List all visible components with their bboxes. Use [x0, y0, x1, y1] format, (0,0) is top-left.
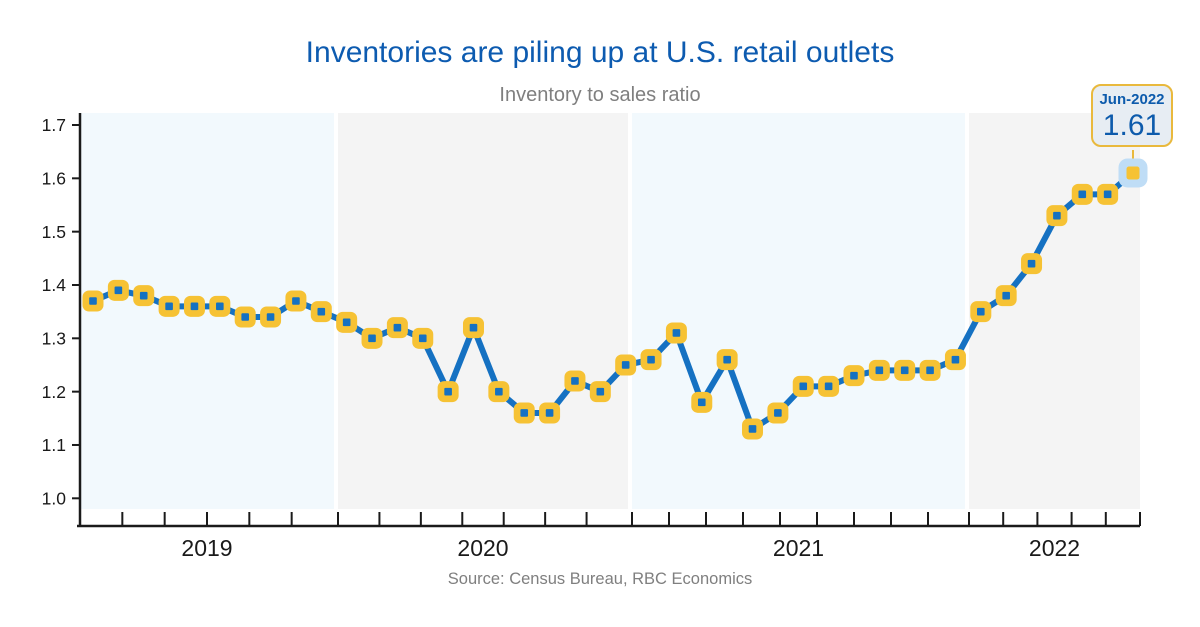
data-point-marker-center [672, 329, 681, 337]
data-point-marker-center [393, 323, 402, 332]
data-point-marker-center [900, 366, 909, 375]
source-note: Source: Census Bureau, RBC Economics [447, 570, 753, 588]
y-axis-tick-label: 1.3 [42, 328, 66, 348]
x-axis-year-label: 2022 [1029, 535, 1080, 561]
data-point-marker-center [875, 366, 884, 375]
year-band [632, 113, 965, 509]
data-point-marker-center [216, 302, 224, 311]
data-point-marker-center [799, 382, 808, 391]
data-point-marker-center [621, 361, 630, 369]
callout-date-label: Jun-2022 [1099, 91, 1165, 108]
data-point-marker-center [317, 307, 326, 316]
year-band [338, 113, 628, 509]
data-point-marker-center [241, 313, 249, 321]
data-point-marker-center [774, 409, 782, 417]
y-axis-tick-label: 1.1 [42, 435, 66, 455]
data-point-marker-center [1002, 291, 1010, 300]
y-axis-tick-label: 1.0 [42, 488, 67, 508]
data-point-marker-center [951, 355, 960, 364]
y-axis-tick-label: 1.4 [42, 275, 67, 295]
page-title: Inventories are piling up at U.S. retail… [305, 36, 895, 69]
x-axis-year-label: 2020 [457, 535, 508, 561]
data-point-marker-center [571, 377, 579, 385]
data-point-marker-center [1027, 259, 1036, 268]
data-point-marker-center [723, 355, 731, 364]
y-axis-tick-label: 1.2 [42, 382, 66, 402]
data-point-marker-center [139, 291, 148, 300]
data-point-marker-center [266, 313, 275, 321]
data-point-marker-center [165, 302, 173, 311]
data-point-marker-center [1078, 190, 1087, 199]
year-band [969, 113, 1140, 509]
data-point-marker-center [647, 355, 655, 364]
page-subtitle: Inventory to sales ratio [499, 84, 701, 106]
data-point-marker-center [850, 371, 858, 380]
data-point-marker-center [292, 297, 300, 305]
y-axis-tick-label: 1.5 [42, 222, 66, 242]
data-point-marker-center [596, 387, 605, 396]
data-point-marker-center [190, 302, 199, 311]
y-axis-tick-label: 1.7 [42, 115, 66, 135]
data-point-marker-center [469, 323, 478, 332]
data-point-marker-center [368, 334, 376, 343]
x-axis-year-label: 2021 [773, 535, 824, 561]
data-point-marker-center [697, 398, 706, 407]
callout-value-label: 1.61 [1102, 109, 1162, 142]
last-value-callout: Jun-2022 1.61 [1091, 84, 1173, 147]
data-point-marker-center [89, 297, 97, 305]
data-point-marker-center [520, 409, 529, 417]
data-point-marker-center [114, 286, 123, 295]
data-point-marker-center [342, 318, 351, 327]
last-point-marker [1126, 166, 1140, 180]
data-point-marker-center [977, 307, 985, 316]
data-point-marker-center [926, 366, 934, 375]
data-point-marker-center [444, 387, 452, 396]
data-point-marker-center [824, 382, 833, 391]
data-point-marker-center [418, 334, 427, 343]
data-point-marker-center [748, 425, 757, 433]
x-axis-year-label: 2019 [181, 535, 232, 561]
data-point-marker-center [495, 387, 503, 396]
y-axis-tick-label: 1.6 [42, 168, 66, 188]
data-point-marker-center [1103, 190, 1112, 199]
data-point-marker-center [545, 409, 554, 417]
data-point-marker-center [1053, 211, 1061, 220]
